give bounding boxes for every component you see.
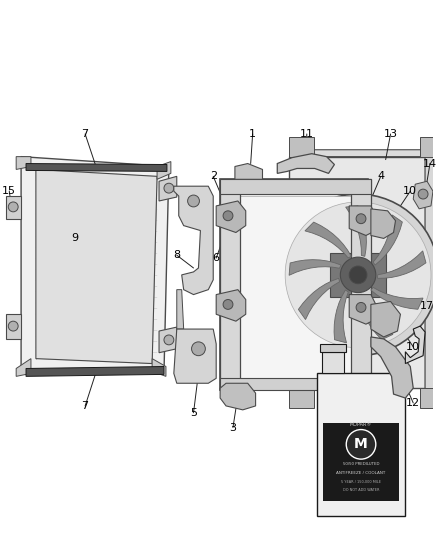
Polygon shape xyxy=(351,179,371,390)
Text: 10: 10 xyxy=(406,342,420,352)
Polygon shape xyxy=(159,327,177,353)
Circle shape xyxy=(8,202,18,212)
Polygon shape xyxy=(349,295,376,324)
Polygon shape xyxy=(220,179,240,390)
Polygon shape xyxy=(321,352,344,374)
Polygon shape xyxy=(289,150,438,157)
Text: 10: 10 xyxy=(403,186,417,196)
Polygon shape xyxy=(317,374,405,516)
Polygon shape xyxy=(358,294,393,340)
Text: 5: 5 xyxy=(190,408,197,418)
Polygon shape xyxy=(420,388,438,408)
Text: 6: 6 xyxy=(213,253,220,263)
Circle shape xyxy=(187,195,199,207)
Polygon shape xyxy=(159,176,177,201)
Polygon shape xyxy=(157,161,171,179)
Text: 5 YEAR / 150,000 MILE: 5 YEAR / 150,000 MILE xyxy=(341,480,381,484)
Circle shape xyxy=(346,430,376,459)
Polygon shape xyxy=(413,181,433,209)
Polygon shape xyxy=(305,222,351,258)
Polygon shape xyxy=(323,423,399,502)
Polygon shape xyxy=(298,278,339,320)
Polygon shape xyxy=(220,383,256,410)
Polygon shape xyxy=(6,314,21,339)
Circle shape xyxy=(223,211,233,221)
Polygon shape xyxy=(420,137,438,157)
Polygon shape xyxy=(378,251,426,278)
Circle shape xyxy=(164,335,174,345)
Text: ANTIFREEZE / COOLANT: ANTIFREEZE / COOLANT xyxy=(336,471,386,475)
Polygon shape xyxy=(289,157,425,388)
Text: 15: 15 xyxy=(2,186,16,196)
Text: 3: 3 xyxy=(230,423,237,433)
Circle shape xyxy=(223,300,233,309)
Polygon shape xyxy=(16,359,31,376)
Text: 11: 11 xyxy=(300,129,314,139)
Polygon shape xyxy=(26,164,167,172)
Polygon shape xyxy=(220,378,371,390)
Text: DO NOT ADD WATER: DO NOT ADD WATER xyxy=(343,488,379,491)
Text: 8: 8 xyxy=(173,250,180,260)
Text: MOPAR®: MOPAR® xyxy=(350,422,372,427)
Polygon shape xyxy=(425,150,438,398)
Text: 17: 17 xyxy=(420,301,434,311)
Circle shape xyxy=(356,214,366,224)
Polygon shape xyxy=(371,302,400,337)
Polygon shape xyxy=(289,260,341,276)
Text: 13: 13 xyxy=(384,129,398,139)
Text: 12: 12 xyxy=(406,398,420,408)
Polygon shape xyxy=(21,157,169,374)
Circle shape xyxy=(356,302,366,312)
Polygon shape xyxy=(373,215,403,265)
Polygon shape xyxy=(216,289,246,321)
Polygon shape xyxy=(177,289,184,329)
Circle shape xyxy=(164,183,174,193)
Text: 2: 2 xyxy=(210,171,217,181)
Polygon shape xyxy=(220,179,371,194)
Text: 7: 7 xyxy=(81,401,89,411)
Polygon shape xyxy=(289,137,314,157)
Polygon shape xyxy=(349,206,376,236)
Polygon shape xyxy=(240,196,351,378)
Polygon shape xyxy=(174,186,213,295)
Polygon shape xyxy=(174,329,216,383)
Polygon shape xyxy=(36,169,157,364)
Text: 9: 9 xyxy=(72,233,79,244)
Polygon shape xyxy=(277,154,335,173)
Polygon shape xyxy=(371,287,423,309)
Circle shape xyxy=(349,266,367,284)
Circle shape xyxy=(8,321,18,331)
Text: 4: 4 xyxy=(377,171,384,181)
Polygon shape xyxy=(216,201,246,232)
Polygon shape xyxy=(334,290,348,343)
Polygon shape xyxy=(26,367,164,376)
Text: 50/50 PREDILUTED: 50/50 PREDILUTED xyxy=(343,462,379,466)
Text: M: M xyxy=(354,438,368,451)
Bar xyxy=(331,253,385,296)
Circle shape xyxy=(191,342,205,356)
Circle shape xyxy=(340,257,376,293)
Polygon shape xyxy=(320,344,346,352)
Text: 7: 7 xyxy=(81,129,89,139)
Polygon shape xyxy=(235,164,262,179)
Text: 14: 14 xyxy=(423,158,437,168)
Circle shape xyxy=(285,202,431,348)
Polygon shape xyxy=(289,388,314,408)
Polygon shape xyxy=(220,179,368,390)
Polygon shape xyxy=(152,359,166,376)
Polygon shape xyxy=(405,326,425,364)
Circle shape xyxy=(277,194,438,356)
Polygon shape xyxy=(6,196,21,219)
Circle shape xyxy=(418,189,428,199)
Text: 1: 1 xyxy=(249,129,256,139)
Polygon shape xyxy=(371,209,396,238)
Polygon shape xyxy=(16,157,31,169)
Polygon shape xyxy=(371,337,413,398)
Polygon shape xyxy=(346,206,367,256)
